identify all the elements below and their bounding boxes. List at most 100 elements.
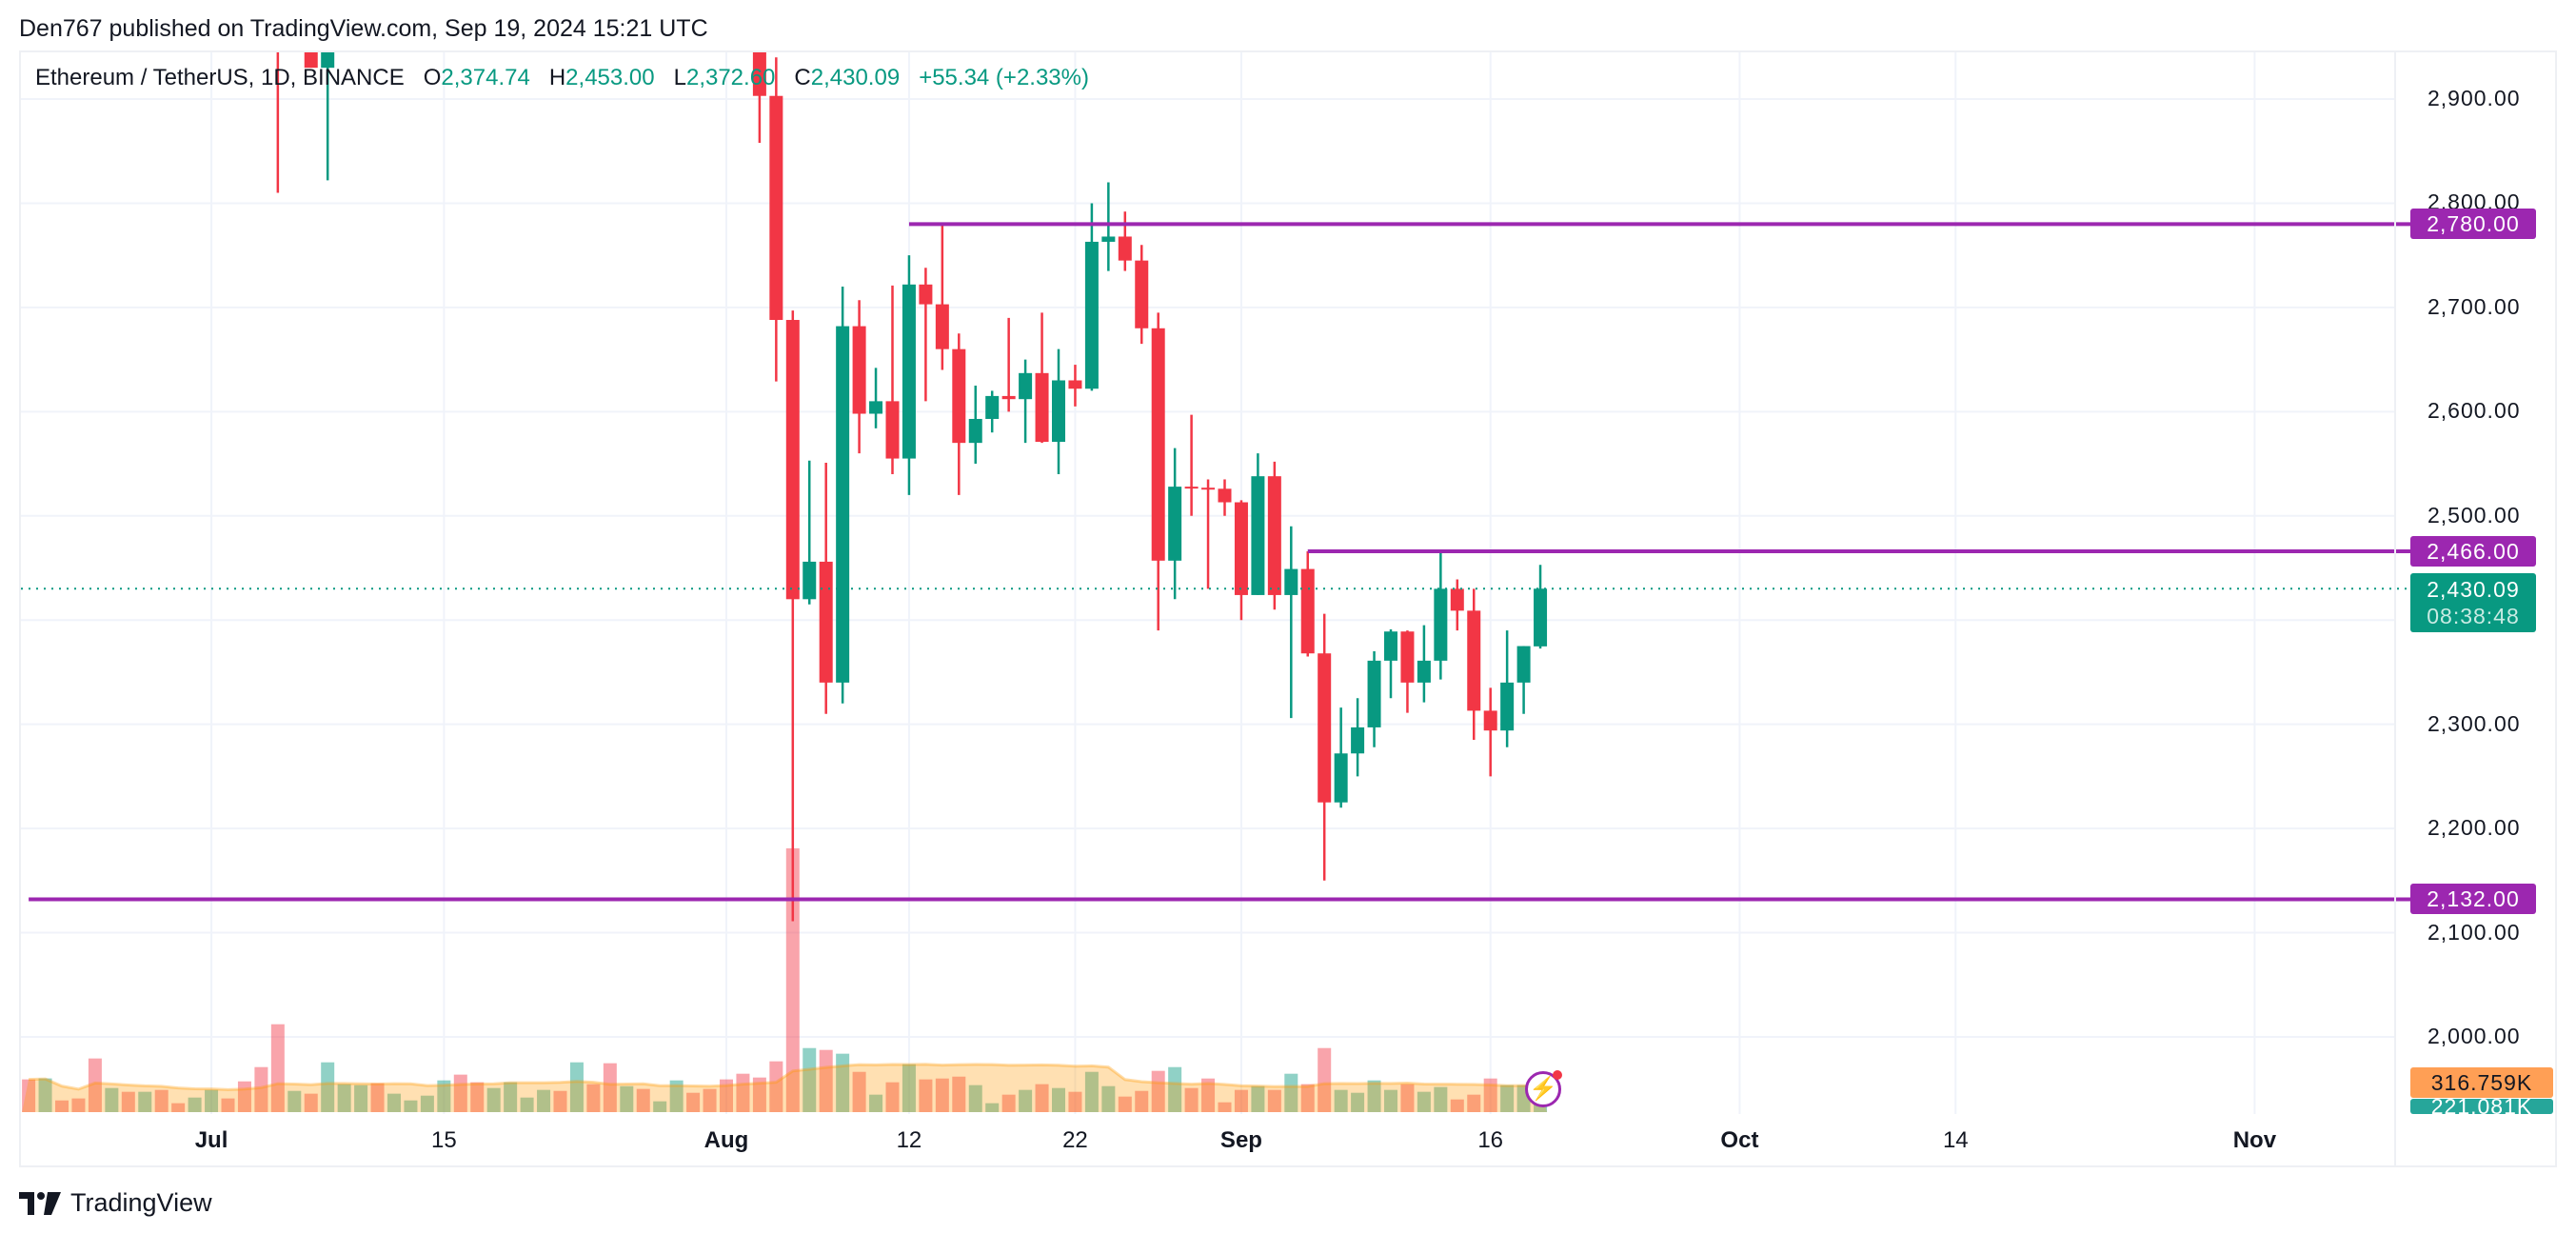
candle [1118,211,1132,271]
candle [321,52,335,181]
symbol-name: Ethereum / TetherUS, 1D, BINANCE [35,65,405,90]
candle-body [803,561,817,600]
volume-bar [1334,1089,1348,1112]
last-price: 2,430.09 [2427,577,2520,603]
volume-bar [1483,1078,1497,1112]
candle-body [1151,328,1165,561]
candle-body [1184,487,1199,489]
candle [1516,646,1531,714]
volume-bar [1001,1094,1016,1112]
volume-bar [420,1095,434,1112]
candle-body [1234,502,1248,595]
date-tick-label: Sep [1219,1127,1262,1153]
candle-body [1500,682,1515,731]
volume-ma-tag: 316.759K [2410,1067,2553,1098]
price-tick-label: 2,700.00 [2427,293,2521,319]
volume-bar [1417,1091,1431,1112]
volume-bar [769,1061,783,1112]
volume-bar [1151,1070,1165,1112]
tradingview-logo[interactable]: TradingView [19,1188,212,1218]
published-caption: Den767 published on TradingView.com, Sep… [19,15,708,42]
candle [1434,550,1448,680]
candle-body [1384,631,1397,661]
volume-bar [520,1097,534,1112]
price-tick-label: 2,100.00 [2427,919,2521,945]
candle-body [1434,588,1448,661]
candle [1184,414,1199,516]
symbol-legend: Ethereum / TetherUS, 1D, BINANCE O2,374.… [35,65,1089,91]
date-tick-label: 22 [1062,1127,1088,1153]
volume-bar [237,1081,251,1112]
candle [1101,182,1116,271]
candle-body [1001,395,1016,400]
candle-body [1367,660,1381,727]
candle-body [952,348,966,444]
candle [1384,629,1397,699]
volume-bar [105,1087,119,1112]
candle [952,333,966,495]
horizontal-levels [21,222,2410,902]
volume-bar [1019,1089,1033,1112]
volume-bar [669,1080,684,1112]
volume-bar [1367,1080,1381,1112]
volume-bar [370,1083,385,1112]
candle-body [271,0,285,14]
price-tick-label: 2,000.00 [2427,1023,2521,1048]
level-tag-2780: 2,780.00 [2410,209,2536,240]
candle [785,310,800,922]
candle-body [902,284,916,459]
candle [1300,550,1315,657]
candle-body [1318,653,1332,803]
volume-bar [902,1064,916,1112]
date-tick-label: 12 [896,1127,922,1153]
candle [1467,588,1481,741]
candle-body [1351,726,1365,754]
volume-bar [537,1089,551,1112]
candle [885,285,900,474]
candle [1019,359,1033,444]
volume-bar [952,1076,966,1112]
candle [1500,630,1515,747]
volume-bar [603,1063,617,1112]
volume-bar [404,1100,418,1112]
volume-series [22,847,1548,1112]
volume-bar [736,1073,750,1112]
candle [1218,479,1232,516]
volume-bar [22,1079,36,1112]
volume-bar [819,1049,833,1112]
candle [1035,312,1049,444]
volume-ma-area [22,1064,1548,1112]
lightning-icon[interactable]: ⚡ [1525,1070,1562,1107]
volume-bar [785,847,800,1112]
candle [736,0,749,26]
date-tick-label: 14 [1942,1127,1969,1153]
volume-bar [437,1080,451,1112]
volume-bar [1135,1090,1149,1112]
candle [1483,687,1497,777]
candle-body [1400,631,1415,683]
candle-body [1118,236,1132,261]
candle-body [769,95,783,321]
candle-body [869,401,883,414]
candle [803,460,817,605]
tradingview-logo-icon [19,1191,61,1215]
high-value: 2,453.00 [565,65,655,90]
volume-bar [453,1074,467,1112]
volume-bar [1201,1078,1216,1112]
volume-bar [270,1024,285,1112]
volume-bar [1118,1096,1132,1112]
candle [271,0,285,193]
volume-bar [121,1091,135,1112]
candle-body [1035,372,1049,443]
volume-bar [703,1088,717,1112]
price-tick-label: 2,300.00 [2427,710,2521,736]
candle [919,268,933,402]
candle [836,286,850,704]
volume-bar [1450,1099,1464,1112]
candle [1284,526,1298,719]
volume-bar [55,1100,69,1112]
candle-body [985,395,1000,419]
volume-bar [919,1079,933,1112]
volume-bar [636,1088,650,1112]
